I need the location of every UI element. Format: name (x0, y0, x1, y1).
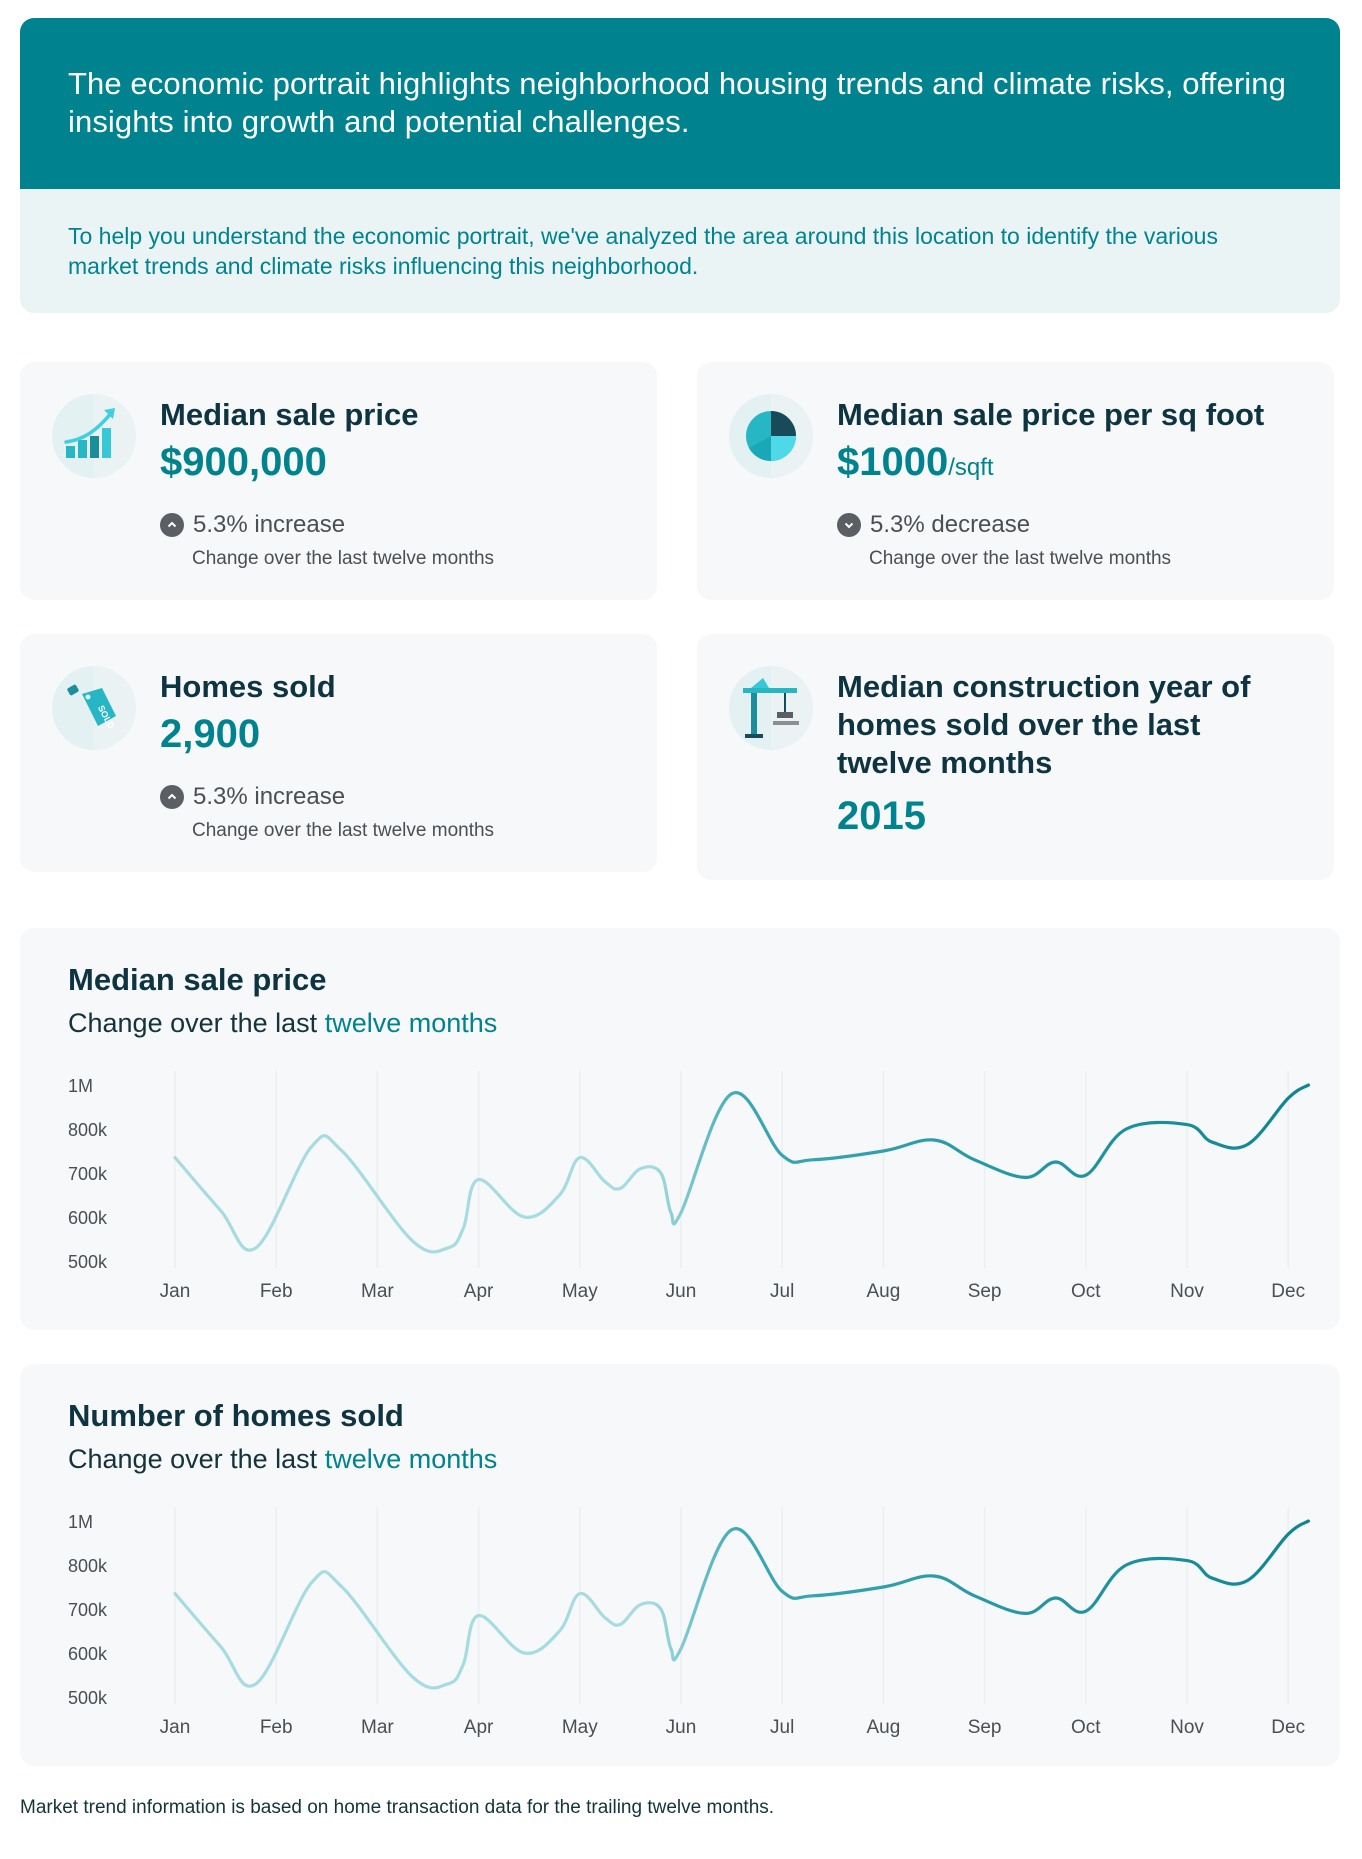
intro-description: To help you understand the economic port… (68, 223, 1218, 279)
chart-subtitle-highlight: twelve months (324, 1008, 498, 1038)
construction-year-card: Median construction year of homes sold o… (697, 634, 1334, 880)
x-tick-label: Jan (160, 1281, 191, 1302)
x-tick-label: Jul (770, 1281, 794, 1302)
price-per-sqft-title: Median sale price per sq foot (837, 397, 1265, 432)
chevron-up-icon (160, 513, 184, 537)
pie-chart-icon (729, 394, 813, 478)
y-tick-label: 1M (68, 1512, 93, 1532)
x-tick-label: Nov (1170, 1281, 1204, 1302)
bar-chart-growth-icon (52, 394, 136, 478)
construction-crane-icon (729, 666, 813, 750)
x-tick-label: Dec (1271, 1281, 1305, 1302)
homes-sold-chart-card: Number of homes sold Change over the las… (20, 1364, 1340, 1766)
x-tick-label: Jun (666, 1281, 697, 1302)
x-tick-label: Jul (770, 1717, 794, 1738)
price-per-sqft-change-text: 5.3% decrease (870, 511, 1031, 538)
homes-sold-title: Homes sold (160, 669, 336, 704)
x-tick-label: May (562, 1717, 598, 1738)
chevron-up-icon (160, 785, 184, 809)
x-tick-label: Jun (666, 1717, 697, 1738)
y-tick-label: 800k (68, 1120, 108, 1140)
x-tick-label: Jan (160, 1717, 191, 1738)
price-per-sqft-change: 5.3% decrease (837, 511, 1030, 539)
x-tick-label: Nov (1170, 1717, 1204, 1738)
chart-subtitle-prefix: Change over the last (68, 1444, 318, 1474)
median-sale-price-note: Change over the last twelve months (192, 548, 495, 569)
price-per-sqft-amount: $1000 (837, 440, 949, 484)
median-sale-price-title: Median sale price (160, 397, 419, 432)
price-per-sqft-unit: /sqft (948, 454, 994, 481)
x-tick-label: Sep (968, 1717, 1002, 1738)
price-per-sqft-note: Change over the last twelve months (869, 548, 1172, 569)
x-tick-label: Sep (968, 1281, 1002, 1302)
median-sale-price-card: Median sale price $900,000 5.3% increase… (20, 362, 657, 600)
intro-banner-header: The economic portrait highlights neighbo… (20, 18, 1340, 189)
intro-banner: The economic portrait highlights neighbo… (20, 18, 1340, 313)
median-sale-price-line-chart: Jan Feb Mar Apr May Jun Jul Aug Sep Oct Nov Dec 1M 80… (68, 1071, 1311, 1302)
series-line (173, 1519, 1311, 1690)
x-tick-label: Apr (464, 1717, 494, 1738)
median-sale-price-value: $900,000 (160, 440, 327, 484)
x-tick-label: Aug (866, 1717, 900, 1738)
chevron-down-icon (837, 513, 861, 537)
x-tick-label: Feb (260, 1717, 293, 1738)
homes-sold-change-text: 5.3% increase (193, 783, 346, 810)
intro-title: The economic portrait highlights neighbo… (68, 66, 1286, 139)
x-tick-label: May (562, 1281, 598, 1302)
sold-tag-icon: SOLD (52, 666, 136, 750)
y-tick-label: 700k (68, 1600, 108, 1620)
homes-sold-card: SOLD Homes sold 2,900 5.3% increase Chan… (20, 634, 657, 872)
x-tick-label: Apr (464, 1281, 494, 1302)
y-tick-label: 700k (68, 1164, 108, 1184)
x-tick-label: Mar (361, 1717, 394, 1738)
y-tick-label: 1M (68, 1076, 93, 1096)
price-per-sqft-card: Median sale price per sq foot $1000/sqft… (697, 362, 1334, 600)
homes-sold-note: Change over the last twelve months (192, 820, 495, 841)
median-sale-price-change: 5.3% increase (160, 511, 345, 539)
series-line (173, 1083, 1311, 1254)
construction-year-value: 2015 (837, 794, 926, 838)
y-tick-label: 500k (68, 1252, 108, 1272)
x-tick-label: Dec (1271, 1717, 1305, 1738)
x-tick-label: Feb (260, 1281, 293, 1302)
y-tick-label: 500k (68, 1688, 108, 1708)
x-tick-label: Aug (866, 1281, 900, 1302)
y-tick-label: 600k (68, 1644, 108, 1664)
construction-year-title: Median construction year of homes sold o… (837, 669, 1251, 780)
chart-subtitle: Change over the last twelve months (68, 1008, 497, 1039)
y-tick-label: 800k (68, 1556, 108, 1576)
chart-subtitle: Change over the last twelve months (68, 1444, 497, 1475)
chart-title: Median sale price (68, 962, 327, 997)
median-sale-price-change-text: 5.3% increase (193, 511, 346, 538)
price-per-sqft-value: $1000/sqft (837, 440, 994, 485)
chart-subtitle-prefix: Change over the last (68, 1008, 318, 1038)
homes-sold-line-chart: Jan Feb Mar Apr May Jun Jul Aug Sep Oct Nov Dec 1M 80… (68, 1507, 1311, 1738)
footnote: Market trend information is based on hom… (20, 1797, 775, 1818)
y-tick-label: 600k (68, 1208, 108, 1228)
x-tick-label: Mar (361, 1281, 394, 1302)
chart-title: Number of homes sold (68, 1398, 404, 1433)
chart-subtitle-highlight: twelve months (324, 1444, 498, 1474)
x-tick-label: Oct (1071, 1281, 1101, 1302)
homes-sold-value: 2,900 (160, 712, 261, 756)
x-tick-label: Oct (1071, 1717, 1101, 1738)
homes-sold-change: 5.3% increase (160, 783, 345, 811)
median-sale-price-chart-card: Median sale price Change over the last t… (20, 928, 1340, 1330)
